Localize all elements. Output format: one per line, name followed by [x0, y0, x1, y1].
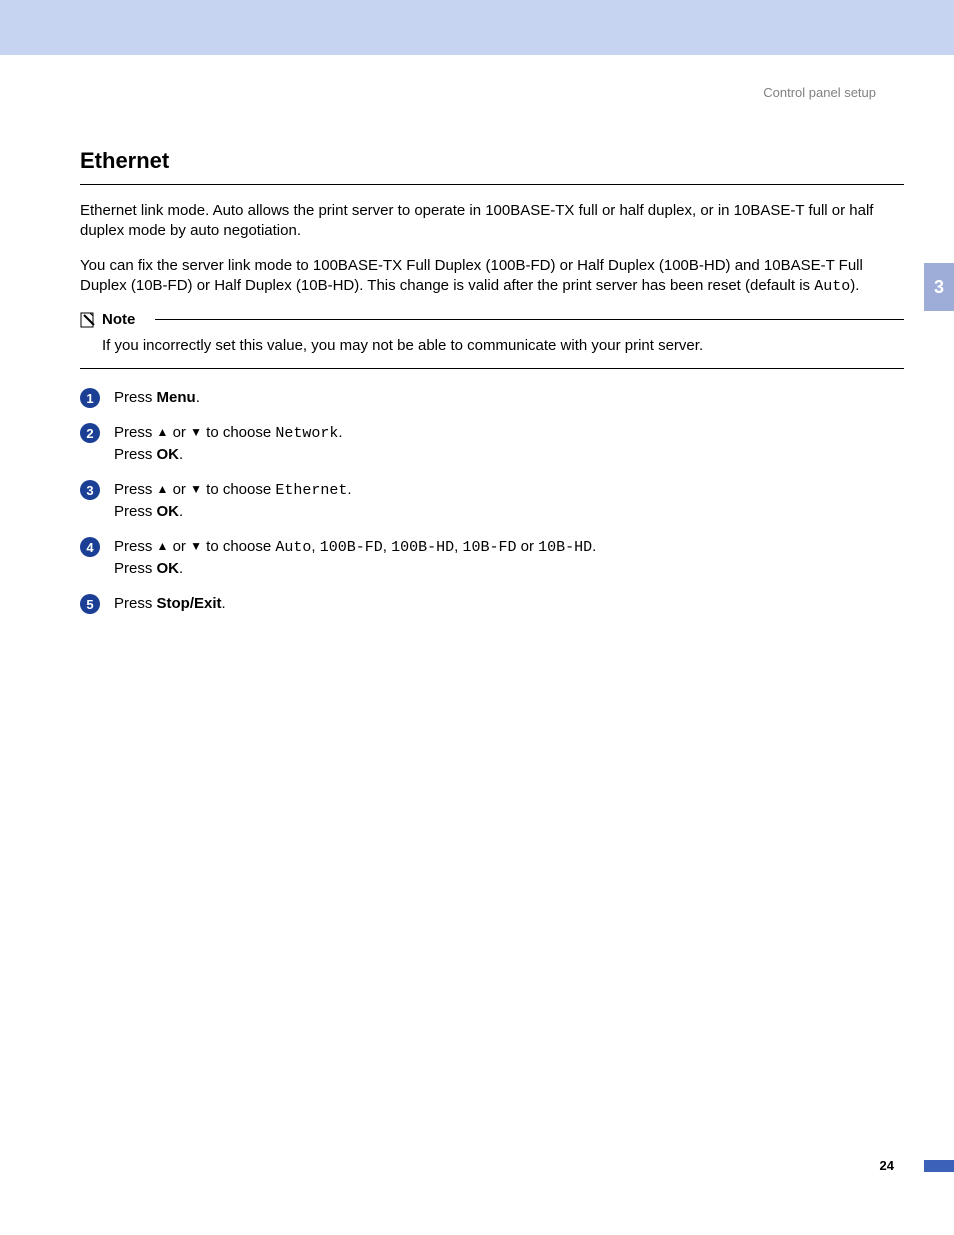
step-1-bold: Menu [157, 389, 196, 406]
step-2-end: . [338, 424, 342, 441]
step-4-c2: , [383, 538, 391, 555]
step-1-number: 1 [80, 388, 100, 408]
step-4-l1-mid: or [168, 538, 190, 555]
step-2-number: 2 [80, 423, 100, 443]
page-body: Control panel setup 3 Ethernet Ethernet … [0, 55, 954, 614]
step-5-text: Press Stop/Exit. [114, 593, 226, 614]
step-4-text: Press ▲ or ▼ to choose Auto, 100B-FD, 10… [114, 536, 596, 579]
step-3-text: Press ▲ or ▼ to choose Ethernet. Press O… [114, 479, 352, 522]
step-4-l2-end: . [179, 560, 183, 577]
paragraph-2: You can fix the server link mode to 100B… [80, 256, 904, 298]
step-5: 5 Press Stop/Exit. [80, 593, 904, 614]
paragraph-2-post: ). [850, 277, 859, 294]
step-4-m5: 10B-HD [538, 539, 592, 556]
up-arrow-icon: ▲ [157, 425, 169, 439]
step-2-l2-pre: Press [114, 446, 157, 463]
step-4-m2: 100B-FD [320, 539, 383, 556]
step-2-text: Press ▲ or ▼ to choose Network. Press OK… [114, 422, 343, 465]
step-2: 2 Press ▲ or ▼ to choose Network. Press … [80, 422, 904, 465]
section-rule [80, 184, 904, 185]
note-label: Note [102, 311, 135, 328]
up-arrow-icon: ▲ [157, 539, 169, 553]
step-1-press: Press [114, 389, 157, 406]
step-4-m3: 100B-HD [391, 539, 454, 556]
step-2-l1-post: to choose [202, 424, 275, 441]
step-4-l2-pre: Press [114, 560, 157, 577]
down-arrow-icon: ▼ [190, 425, 202, 439]
paragraph-2-pre: You can fix the server link mode to 100B… [80, 257, 863, 294]
down-arrow-icon: ▼ [190, 539, 202, 553]
step-5-after: . [222, 595, 226, 612]
step-3-bold: OK [157, 503, 180, 520]
note-text: If you incorrectly set this value, you m… [80, 336, 904, 356]
note-bottom-rule [80, 368, 904, 369]
step-3-l2-end: . [179, 503, 183, 520]
step-4-m1: Auto [275, 539, 311, 556]
page-footer: 24 [0, 1158, 954, 1173]
note-block: Note If you incorrectly set this value, … [80, 311, 904, 369]
step-4-c1: , [311, 538, 319, 555]
step-3-l2-pre: Press [114, 503, 157, 520]
step-4-m4: 10B-FD [462, 539, 516, 556]
chapter-tab: 3 [924, 263, 954, 311]
step-4-bold: OK [157, 560, 180, 577]
step-2-mono: Network [275, 425, 338, 442]
step-1-after: . [196, 389, 200, 406]
paragraph-1: Ethernet link mode. Auto allows the prin… [80, 201, 904, 242]
step-3-number: 3 [80, 480, 100, 500]
step-3-l1-post: to choose [202, 481, 275, 498]
note-head: Note [80, 311, 904, 328]
step-5-number: 5 [80, 594, 100, 614]
step-4-number: 4 [80, 537, 100, 557]
breadcrumb: Control panel setup [80, 85, 904, 100]
page-number: 24 [880, 1158, 894, 1173]
steps-list: 1 Press Menu. 2 Press ▲ or ▼ to choose N… [80, 387, 904, 614]
note-icon [80, 312, 96, 328]
step-5-bold: Stop/Exit [157, 595, 222, 612]
page-number-tab [924, 1160, 954, 1172]
down-arrow-icon: ▼ [190, 482, 202, 496]
step-2-l1-pre: Press [114, 424, 157, 441]
step-4: 4 Press ▲ or ▼ to choose Auto, 100B-FD, … [80, 536, 904, 579]
step-4-c4: or [516, 538, 538, 555]
paragraph-2-mono: Auto [814, 278, 850, 295]
step-2-l1-mid: or [168, 424, 190, 441]
up-arrow-icon: ▲ [157, 482, 169, 496]
step-1-text: Press Menu. [114, 387, 200, 408]
step-3-l1-mid: or [168, 481, 190, 498]
step-4-l1-post: to choose [202, 538, 275, 555]
section-title: Ethernet [80, 148, 904, 174]
step-4-end: . [592, 538, 596, 555]
step-5-press: Press [114, 595, 157, 612]
step-2-bold: OK [157, 446, 180, 463]
top-band [0, 0, 954, 55]
step-3: 3 Press ▲ or ▼ to choose Ethernet. Press… [80, 479, 904, 522]
step-4-l1-pre: Press [114, 538, 157, 555]
note-head-rule [155, 319, 904, 320]
step-2-l2-end: . [179, 446, 183, 463]
step-3-end: . [347, 481, 351, 498]
step-3-l1-pre: Press [114, 481, 157, 498]
step-3-mono: Ethernet [275, 482, 347, 499]
step-1: 1 Press Menu. [80, 387, 904, 408]
